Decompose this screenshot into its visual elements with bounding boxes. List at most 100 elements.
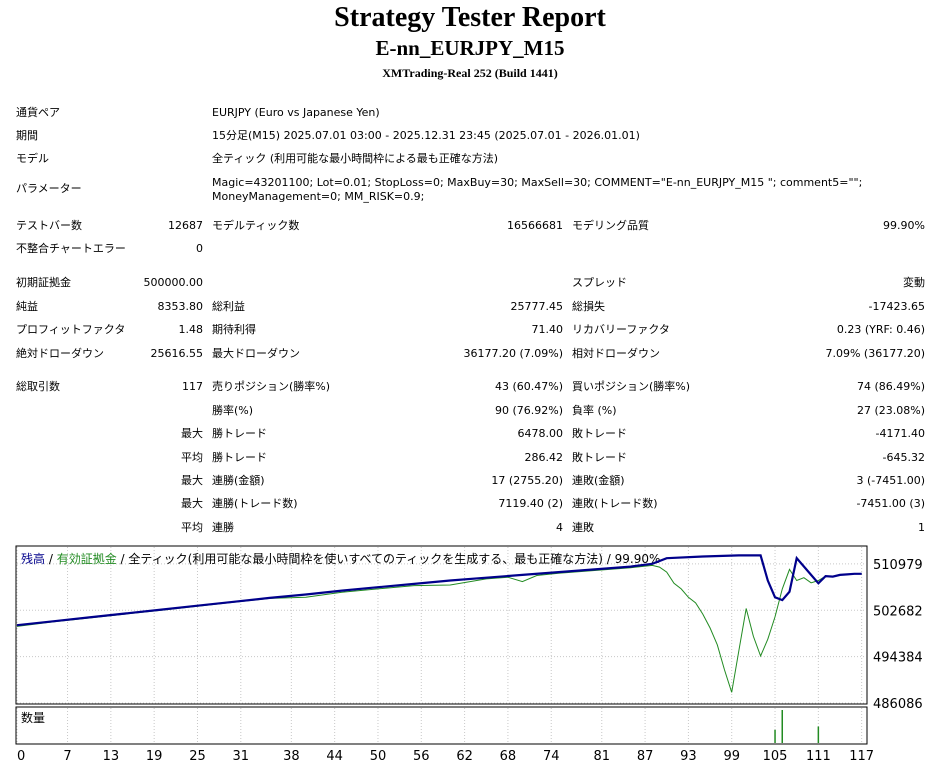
avg-consec-win-value: 4 <box>556 521 563 534</box>
server-name: XMTrading-Real 252 (Build 1441) <box>382 66 558 80</box>
max-consec-amount-win-value: 17 (2755.20) <box>491 474 563 487</box>
x-tick-label: 81 <box>593 749 610 764</box>
win-rate-value: 90 (76.92%) <box>494 404 563 417</box>
loss-rate-value: 27 (23.08%) <box>856 404 925 417</box>
legend-sep: / <box>45 552 57 566</box>
rel-dd-label: 相対ドローダウン <box>572 347 660 360</box>
bars-label: テストバー数 <box>16 219 82 232</box>
x-tick-label: 44 <box>326 749 343 764</box>
x-tick-label: 93 <box>680 749 697 764</box>
largest-win-value: 6478.00 <box>517 427 564 440</box>
balance-chart: 残高 / 有効証拠金 / 全ティック(利用可能な最小時間枠を使いすべてのティック… <box>15 545 923 764</box>
win-rate-label: 勝率(%) <box>212 404 254 417</box>
x-axis-ticks: 0 7 13 19 25 31 38 44 50 56 62 68 74 81 87 93 99 105 111 11… <box>17 749 874 764</box>
avg-consec-prefix: 平均 <box>181 521 203 534</box>
max-consec-amount-prefix: 最大 <box>181 474 203 487</box>
legend-rest: / 全ティック(利用可能な最小時間枠を使いすべてのティックを生成する、最も正確な… <box>117 551 661 566</box>
short-pos-label: 売りポジション(勝率%) <box>212 380 331 393</box>
x-tick-label: 56 <box>413 749 430 764</box>
model-label: モデル <box>16 152 49 165</box>
gross-loss-label: 総損失 <box>572 300 605 313</box>
max-dd-label: 最大ドローダウン <box>212 347 300 360</box>
ea-name: E-nn_EURJPY_M15 <box>375 36 565 60</box>
mismatch-label: 不整合チャートエラー <box>16 242 126 255</box>
largest-loss-label: 敗トレード <box>572 427 627 440</box>
ticks-label: モデルティック数 <box>212 219 300 232</box>
abs-dd-label: 絶対ドローダウン <box>16 347 104 360</box>
long-pos-value: 74 (86.49%) <box>856 380 925 393</box>
chart-legend: 残高 / 有効証拠金 / 全ティック(利用可能な最小時間枠を使いすべてのティック… <box>21 551 660 566</box>
net-profit-value: 8353.80 <box>157 300 204 313</box>
short-pos-value: 43 (60.47%) <box>494 380 563 393</box>
x-tick-label: 74 <box>543 749 560 764</box>
deposit-label: 初期証拠金 <box>16 276 71 289</box>
period-value: 15分足(M15) 2025.07.01 03:00 - 2025.12.31 … <box>212 129 640 142</box>
y-tick-label: 502682 <box>873 604 923 619</box>
x-tick-label: 68 <box>500 749 517 764</box>
bars-value: 12687 <box>168 219 203 232</box>
x-tick-label: 25 <box>189 749 206 764</box>
max-consec-amount-loss-value: 3 (-7451.00) <box>856 474 925 487</box>
average-loss-value: -645.32 <box>882 451 925 464</box>
avg-consec-loss-value: 1 <box>918 521 925 534</box>
main-plot-frame <box>15 545 868 705</box>
max-consec-count-loss-value: -7451.00 (3) <box>856 497 925 510</box>
average-win-label: 勝トレード <box>212 451 267 464</box>
x-tick-label: 105 <box>763 749 788 764</box>
y-tick-label: 510979 <box>873 558 923 573</box>
x-tick-label: 38 <box>283 749 300 764</box>
gross-loss-value: -17423.65 <box>868 300 925 313</box>
largest-loss-value: -4171.40 <box>875 427 925 440</box>
x-tick-label: 62 <box>456 749 473 764</box>
x-tick-label: 7 <box>63 749 71 764</box>
net-profit-label: 純益 <box>16 300 38 313</box>
model-value: 全ティック (利用可能な最小時間枠による最も正確な方法) <box>212 152 499 165</box>
largest-prefix: 最大 <box>181 427 203 440</box>
params-label: パラメーター <box>16 182 82 195</box>
volume-label: 数量 <box>21 710 45 725</box>
average-win-value: 286.42 <box>524 451 564 464</box>
max-consec-count-loss-label: 連敗(トレード数) <box>572 497 658 510</box>
max-dd-value: 36177.20 (7.09%) <box>463 347 563 360</box>
mismatch-value: 0 <box>196 242 203 255</box>
gross-profit-label: 総利益 <box>212 300 245 313</box>
equity-line <box>16 564 862 693</box>
volume-plot-frame <box>15 706 868 745</box>
ticks-value: 16566681 <box>507 219 563 232</box>
x-tick-label: 0 <box>17 749 25 764</box>
max-consec-count-win-value: 7119.40 (2) <box>498 497 563 510</box>
x-tick-label: 99 <box>723 749 740 764</box>
volume-bars <box>774 710 820 743</box>
expected-payoff-label: 期待利得 <box>212 323 256 336</box>
rel-dd-value: 7.09% (36177.20) <box>825 347 925 360</box>
y-tick-label: 486086 <box>873 697 923 712</box>
report-title: Strategy Tester Report <box>334 2 606 33</box>
expected-payoff-value: 71.40 <box>531 323 564 336</box>
x-tick-label: 19 <box>146 749 163 764</box>
quality-label: モデリング品質 <box>572 219 649 232</box>
recovery-label: リカバリーファクタ <box>572 323 670 336</box>
x-tick-label: 87 <box>637 749 654 764</box>
x-tick-label: 31 <box>233 749 250 764</box>
max-consec-count-prefix: 最大 <box>181 497 203 510</box>
loss-rate-label: 負率 (%) <box>572 404 617 417</box>
total-trades-value: 117 <box>182 380 203 393</box>
max-consec-amount-win-label: 連勝(金額) <box>212 474 265 487</box>
abs-dd-value: 25616.55 <box>150 347 204 360</box>
period-label: 期間 <box>16 129 38 142</box>
avg-consec-loss-label: 連敗 <box>572 521 594 534</box>
x-tick-label: 13 <box>103 749 120 764</box>
x-tick-label: 117 <box>849 749 874 764</box>
average-prefix: 平均 <box>181 451 203 464</box>
gross-profit-value: 25777.45 <box>510 300 564 313</box>
total-trades-label: 総取引数 <box>16 380 60 393</box>
average-loss-label: 敗トレード <box>572 451 627 464</box>
deposit-value: 500000.00 <box>143 276 204 289</box>
params-line1: Magic=43201100; Lot=0.01; StopLoss=0; Ma… <box>212 176 863 189</box>
quality-value: 99.90% <box>883 219 925 232</box>
symbol-value: EURJPY (Euro vs Japanese Yen) <box>212 106 380 119</box>
spread-label: スプレッド <box>572 276 627 289</box>
max-consec-amount-loss-label: 連敗(金額) <box>572 474 625 487</box>
params-line2: MoneyManagement=0; MM_RISK=0.9; <box>212 190 425 203</box>
y-axis-ticks: 510979 502682 494384 486086 <box>873 558 923 712</box>
